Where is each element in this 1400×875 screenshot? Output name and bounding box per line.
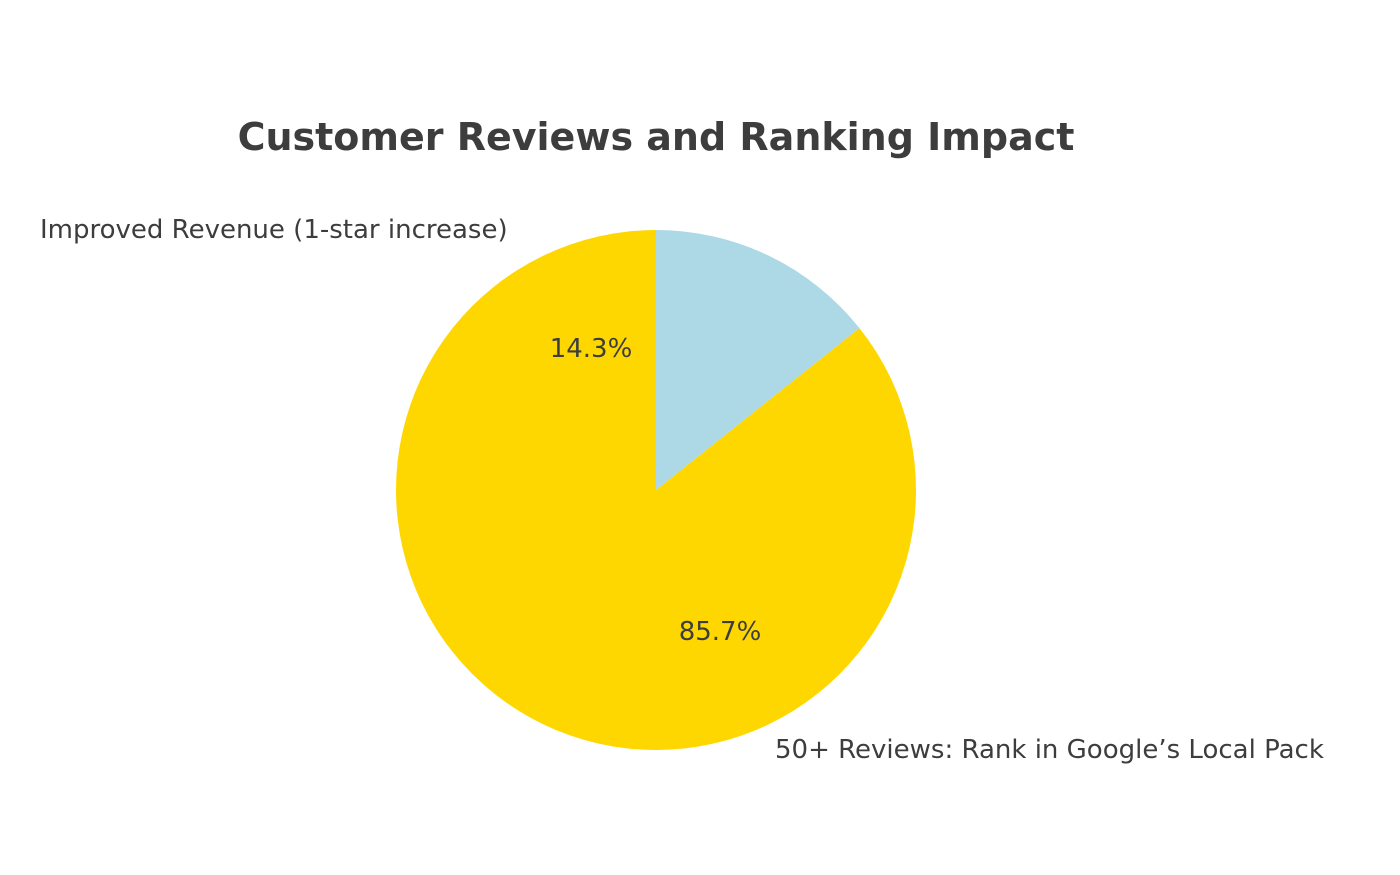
pie-slices [396, 230, 916, 750]
chart-title: Customer Reviews and Ranking Impact [238, 115, 1075, 159]
slice-improved-revenue [656, 230, 860, 490]
pct-label-revenue: 14.3% [550, 334, 633, 364]
slice-label-revenue: Improved Revenue (1-star increase) [40, 215, 508, 245]
pct-label-local-pack: 85.7% [679, 617, 762, 647]
slice-label-local-pack: 50+ Reviews: Rank in Google’s Local Pack [775, 735, 1324, 765]
